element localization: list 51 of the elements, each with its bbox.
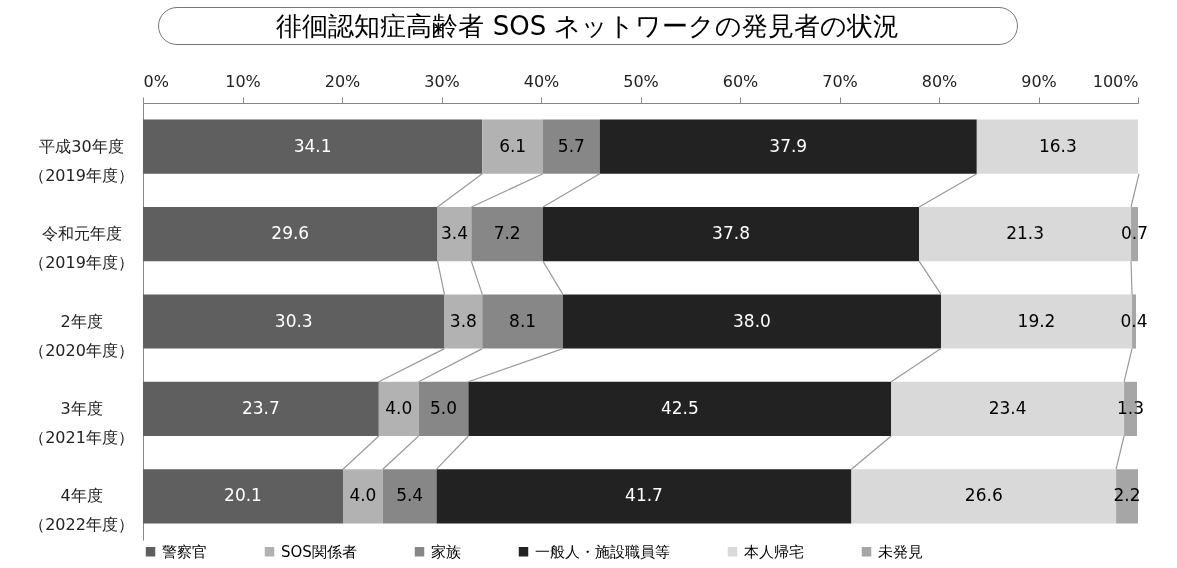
data-label: 41.7 bbox=[625, 485, 663, 506]
x-tick-label: 20% bbox=[324, 71, 361, 91]
data-label: 3.8 bbox=[449, 310, 477, 331]
data-label: 7.2 bbox=[493, 223, 521, 244]
data-label: 4.0 bbox=[385, 397, 413, 418]
x-tick-label: 10% bbox=[225, 71, 261, 91]
data-label: 26.6 bbox=[964, 485, 1003, 506]
data-label: 20.1 bbox=[224, 485, 262, 506]
data-label: 3.4 bbox=[440, 223, 468, 244]
data-label: 5.4 bbox=[396, 485, 424, 506]
data-label: 0.7 bbox=[1120, 223, 1149, 244]
x-tick-label: 30% bbox=[424, 71, 460, 91]
data-label: 19.2 bbox=[1017, 310, 1056, 331]
x-tick-label: 50% bbox=[623, 71, 659, 91]
data-label: 5.0 bbox=[429, 397, 458, 418]
x-tick-label: 0% bbox=[143, 71, 169, 91]
y-tick-label: 平成30年度（2019年度） bbox=[29, 136, 134, 185]
legend-label: 本人帰宅 bbox=[744, 542, 804, 561]
data-label: 23.4 bbox=[988, 397, 1027, 418]
data-label: 23.7 bbox=[241, 397, 280, 418]
y-tick-label: 4年度（2022年度） bbox=[29, 486, 134, 535]
data-label: 34.1 bbox=[293, 135, 332, 156]
y-tick-label: 令和元年度（2019年度） bbox=[29, 224, 134, 273]
data-label: 0.4 bbox=[1120, 310, 1148, 331]
legend-label: 一般人・施設職員等 bbox=[535, 542, 670, 561]
x-tick-label: 40% bbox=[523, 71, 560, 91]
x-tick-label: 90% bbox=[1021, 71, 1057, 91]
legend-label: 家族 bbox=[431, 542, 461, 561]
data-label: 1.3 bbox=[1117, 397, 1145, 418]
legend-label: 警察官 bbox=[162, 542, 207, 561]
data-label: 2.2 bbox=[1113, 485, 1141, 506]
data-label: 38.0 bbox=[733, 310, 771, 331]
data-label: 30.3 bbox=[274, 310, 313, 331]
data-label: 37.9 bbox=[769, 135, 808, 156]
y-tick-label: 3年度（2021年度） bbox=[29, 398, 134, 447]
data-label: 8.1 bbox=[509, 310, 537, 331]
data-label: 42.5 bbox=[660, 397, 699, 418]
data-label: 4.0 bbox=[349, 485, 377, 506]
x-tick-label: 70% bbox=[822, 71, 858, 91]
x-tick-label: 100% bbox=[1092, 71, 1139, 91]
legend-label: 未発見 bbox=[878, 542, 923, 561]
legend-label: SOS関係者 bbox=[281, 542, 357, 561]
data-label: 29.6 bbox=[271, 223, 310, 244]
x-tick-label: 80% bbox=[921, 71, 958, 91]
data-label: 6.1 bbox=[499, 135, 527, 156]
data-label: 21.3 bbox=[1006, 223, 1044, 244]
data-label: 16.3 bbox=[1038, 135, 1077, 156]
data-label: 5.7 bbox=[557, 135, 585, 156]
data-label: 37.8 bbox=[712, 223, 750, 244]
x-tick-label: 60% bbox=[722, 71, 759, 91]
y-tick-label: 2年度（2020年度） bbox=[29, 311, 134, 360]
